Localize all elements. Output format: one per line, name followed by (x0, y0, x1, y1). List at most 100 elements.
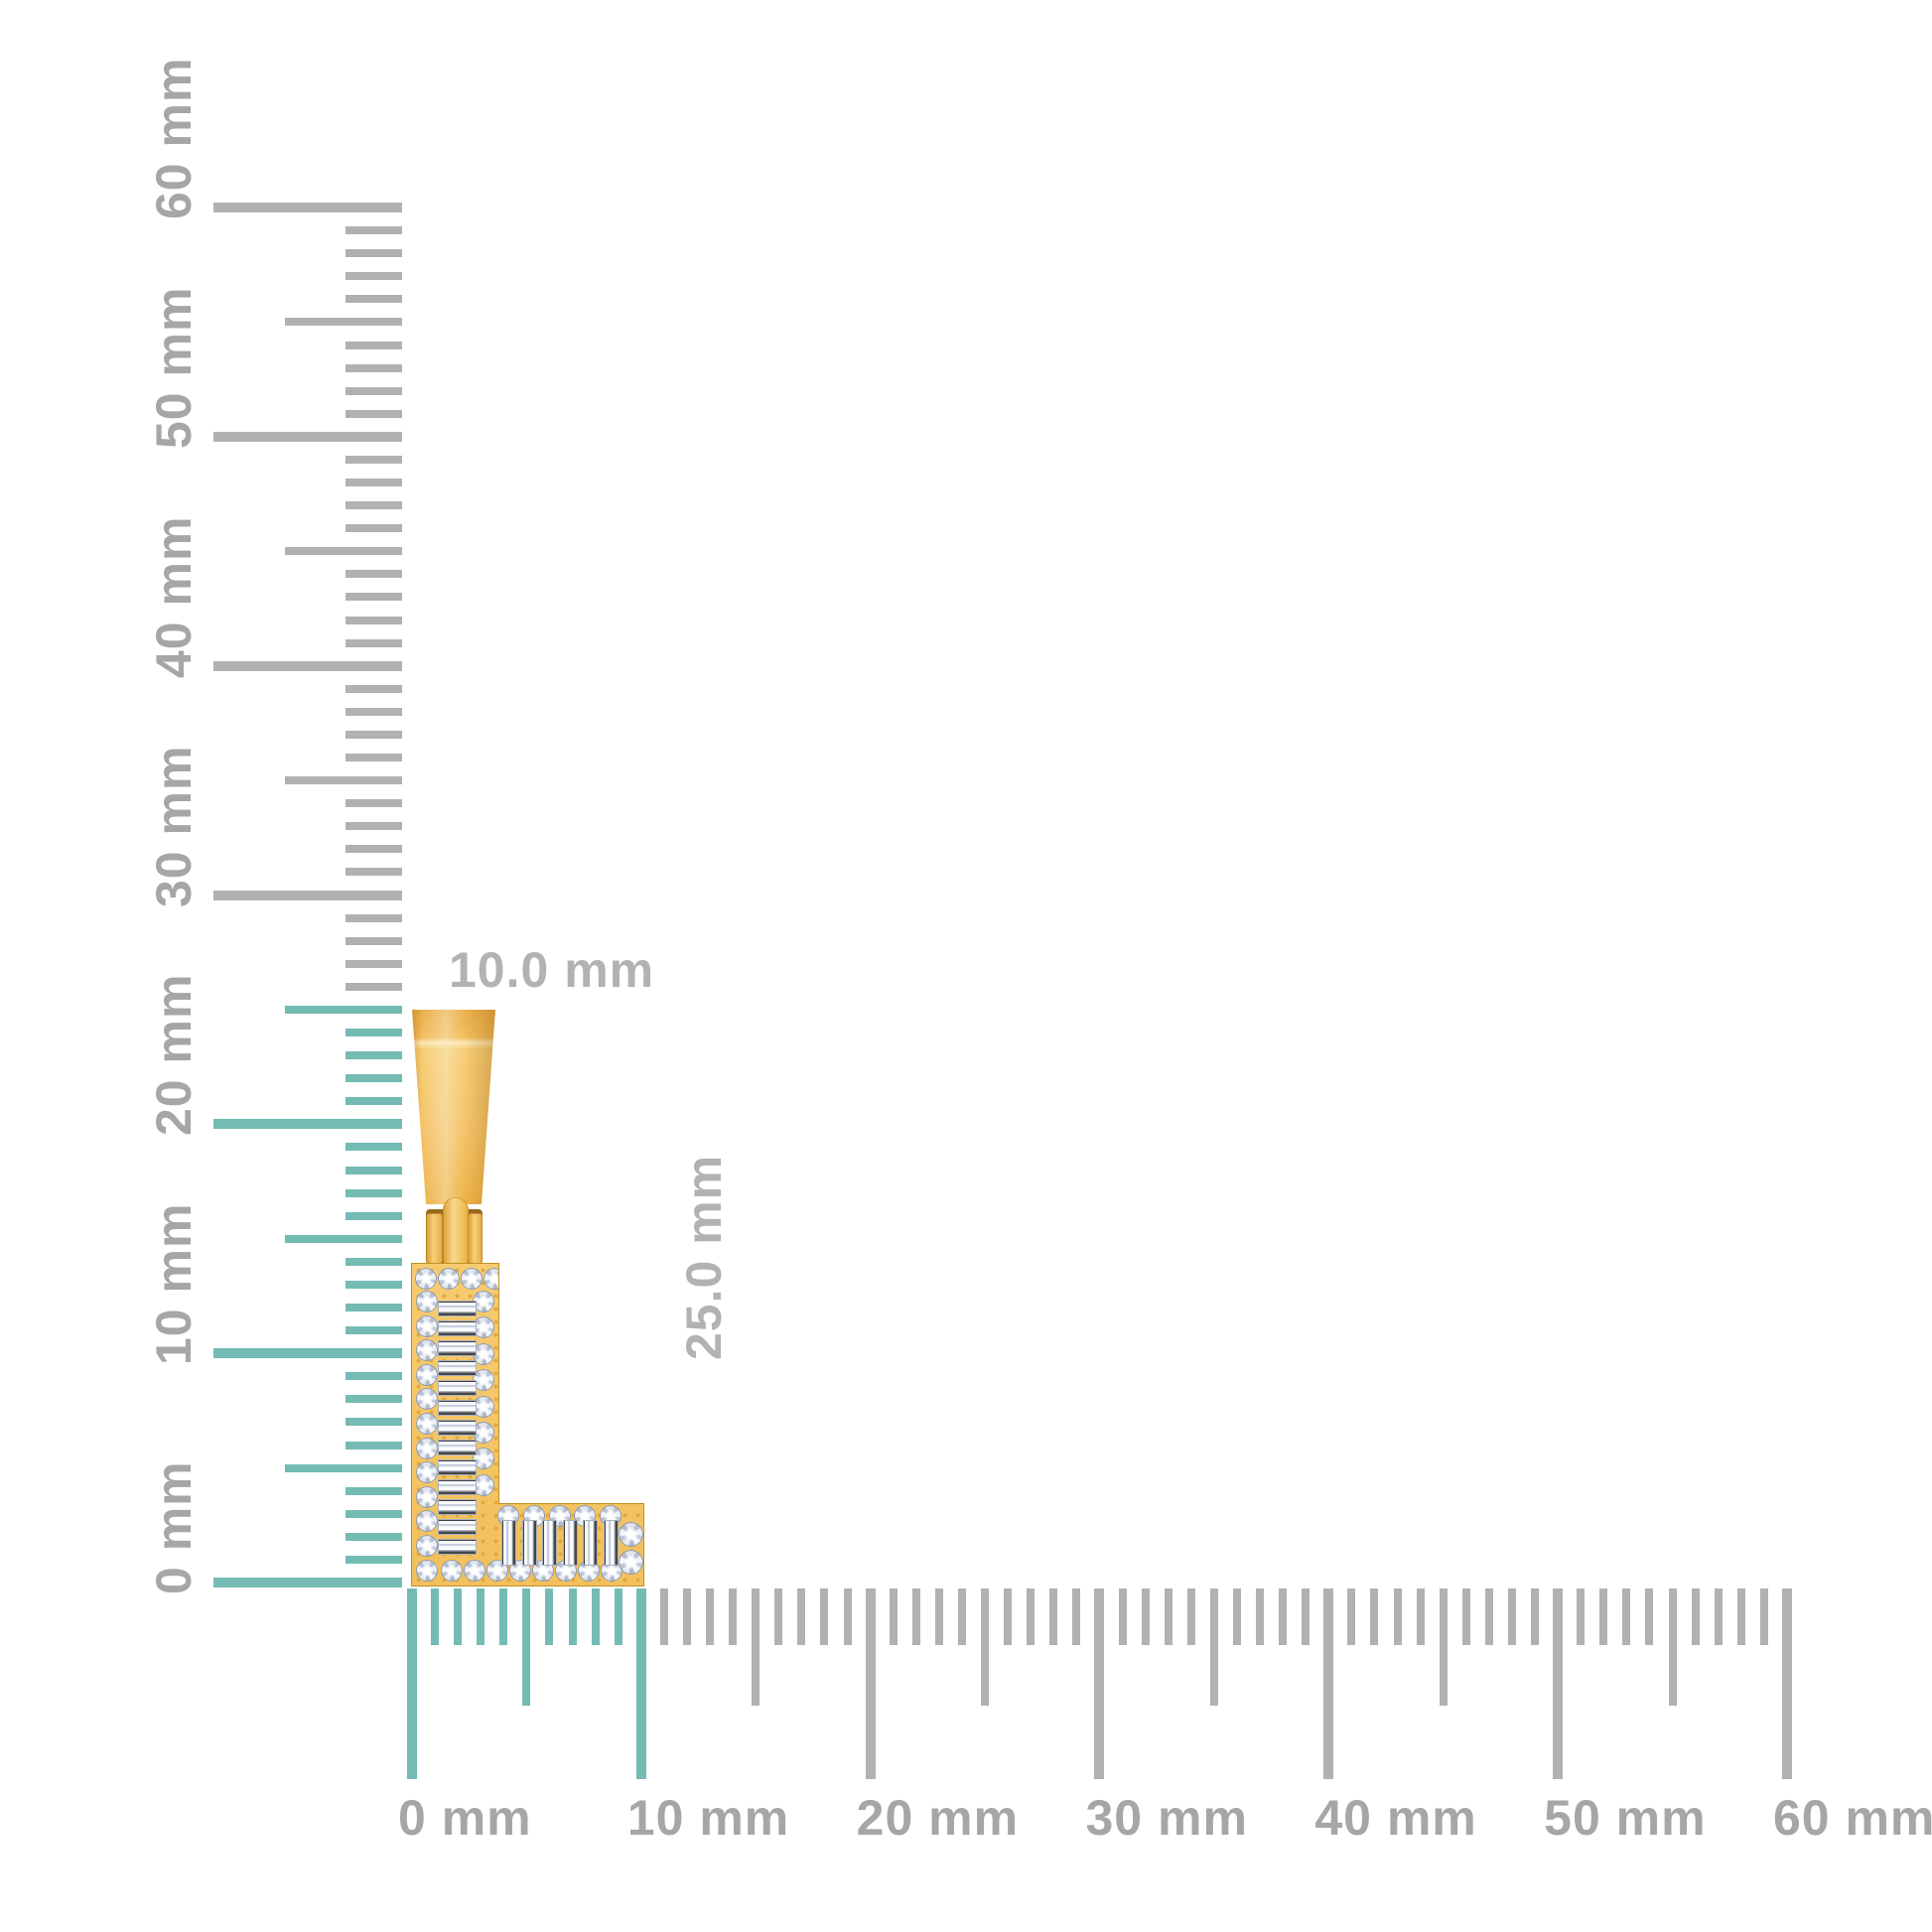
horizontal-ruler-tick (545, 1588, 554, 1645)
horizontal-ruler-tick (1577, 1588, 1586, 1645)
round-diamond (416, 1461, 438, 1484)
baguette-diamond (501, 1520, 516, 1566)
horizontal-ruler-tick (1232, 1588, 1241, 1645)
horizontal-ruler-tick (1759, 1588, 1768, 1645)
vertical-ruler-tick (213, 1578, 402, 1587)
round-diamond (416, 1535, 438, 1557)
horizontal-ruler-tick (1072, 1588, 1081, 1645)
vertical-ruler-tick (345, 1029, 402, 1036)
vertical-ruler-tick (345, 341, 402, 349)
horizontal-ruler-tick (706, 1588, 715, 1645)
pendant-hinge-arm-right (468, 1213, 483, 1264)
vertical-ruler-tick (345, 638, 402, 647)
round-diamond (415, 1268, 437, 1290)
round-diamond (464, 1560, 485, 1582)
baguette-diamond (438, 1420, 477, 1436)
round-diamond (483, 1268, 505, 1290)
vertical-ruler-tick (345, 409, 402, 418)
vertical-ruler-tick (345, 1097, 402, 1106)
horizontal-ruler-tick (1439, 1588, 1448, 1706)
vertical-ruler-label: 60 mm (146, 57, 202, 220)
horizontal-ruler-tick (865, 1588, 876, 1779)
vertical-ruler-tick (345, 1143, 402, 1152)
horizontal-ruler-tick (1118, 1588, 1127, 1645)
horizontal-ruler-tick (522, 1588, 531, 1706)
baguette-diamond (438, 1459, 477, 1475)
round-diamond (473, 1395, 494, 1418)
vertical-ruler-tick (285, 1005, 402, 1014)
round-diamond (473, 1369, 494, 1392)
vertical-ruler-tick (345, 982, 402, 991)
vertical-ruler-tick (345, 272, 402, 281)
round-diamond (416, 1413, 438, 1435)
vertical-ruler-tick (285, 776, 402, 785)
vertical-ruler-label: 30 mm (146, 745, 202, 907)
pendant-hinge-tongue (443, 1197, 469, 1264)
vertical-ruler-label: 50 mm (146, 286, 202, 449)
baguette-diamond (603, 1520, 619, 1566)
baguette-diamond (438, 1499, 477, 1515)
vertical-ruler-tick (345, 913, 402, 922)
vertical-ruler-tick (345, 1418, 402, 1427)
vertical-ruler-tick (345, 1486, 402, 1495)
vertical-ruler-tick (345, 1326, 402, 1335)
horizontal-ruler-tick (1416, 1588, 1425, 1645)
round-diamond (416, 1363, 438, 1386)
horizontal-ruler-tick (454, 1588, 463, 1645)
horizontal-ruler-tick (568, 1588, 577, 1645)
vertical-ruler-tick (345, 455, 402, 464)
horizontal-ruler-tick (1507, 1588, 1516, 1645)
horizontal-ruler-tick (499, 1588, 508, 1645)
vertical-ruler-tick (345, 1074, 402, 1083)
horizontal-ruler-tick (1049, 1588, 1058, 1645)
baguette-diamond (562, 1520, 578, 1566)
horizontal-ruler-tick (1141, 1588, 1150, 1645)
horizontal-ruler-label: 60 mm (1772, 1790, 1932, 1846)
vertical-ruler-tick (345, 295, 402, 304)
round-diamond (473, 1448, 494, 1470)
horizontal-ruler-tick (682, 1588, 691, 1645)
vertical-ruler-tick (213, 203, 402, 213)
round-diamond (416, 1559, 438, 1582)
baguette-diamond (438, 1519, 477, 1535)
horizontal-ruler-tick (591, 1588, 600, 1645)
horizontal-ruler-tick (1736, 1588, 1745, 1645)
round-diamond (618, 1549, 643, 1575)
vertical-ruler-label: 0 mm (146, 1460, 202, 1594)
vertical-ruler-tick (345, 1509, 402, 1518)
height-dimension-label: 25.0 mm (676, 1154, 732, 1360)
horizontal-ruler-tick (659, 1588, 668, 1645)
horizontal-ruler-label: 20 mm (856, 1790, 1020, 1846)
horizontal-ruler-tick (1714, 1588, 1723, 1645)
horizontal-ruler-tick (1347, 1588, 1356, 1645)
horizontal-ruler-tick (1164, 1588, 1173, 1645)
vertical-ruler-tick (213, 890, 402, 900)
vertical-ruler-tick (345, 249, 402, 258)
round-diamond (441, 1560, 463, 1582)
vertical-ruler-label: 40 mm (146, 515, 202, 678)
horizontal-ruler-tick (729, 1588, 738, 1645)
vertical-ruler-tick (345, 1372, 402, 1381)
horizontal-ruler-tick (797, 1588, 806, 1645)
horizontal-ruler-label: 40 mm (1314, 1790, 1477, 1846)
horizontal-ruler-tick (774, 1588, 783, 1645)
vertical-ruler-tick (285, 1234, 402, 1243)
horizontal-ruler-tick (843, 1588, 852, 1645)
horizontal-ruler-label: 50 mm (1544, 1790, 1707, 1846)
vertical-ruler-tick (345, 1280, 402, 1289)
vertical-ruler-tick (285, 1463, 402, 1472)
horizontal-ruler-tick (1461, 1588, 1470, 1645)
vertical-ruler-tick (345, 386, 402, 395)
vertical-ruler-tick (345, 1166, 402, 1174)
baguette-diamond (438, 1539, 477, 1555)
horizontal-ruler-tick (981, 1588, 990, 1706)
vertical-ruler-tick (285, 547, 402, 556)
round-diamond (416, 1388, 438, 1411)
baguette-diamond (438, 1440, 477, 1455)
vertical-ruler-label: 20 mm (146, 973, 202, 1137)
horizontal-ruler-tick (407, 1588, 417, 1779)
horizontal-ruler-tick (1370, 1588, 1379, 1645)
horizontal-ruler-tick (635, 1588, 646, 1779)
horizontal-ruler-tick (1691, 1588, 1700, 1645)
